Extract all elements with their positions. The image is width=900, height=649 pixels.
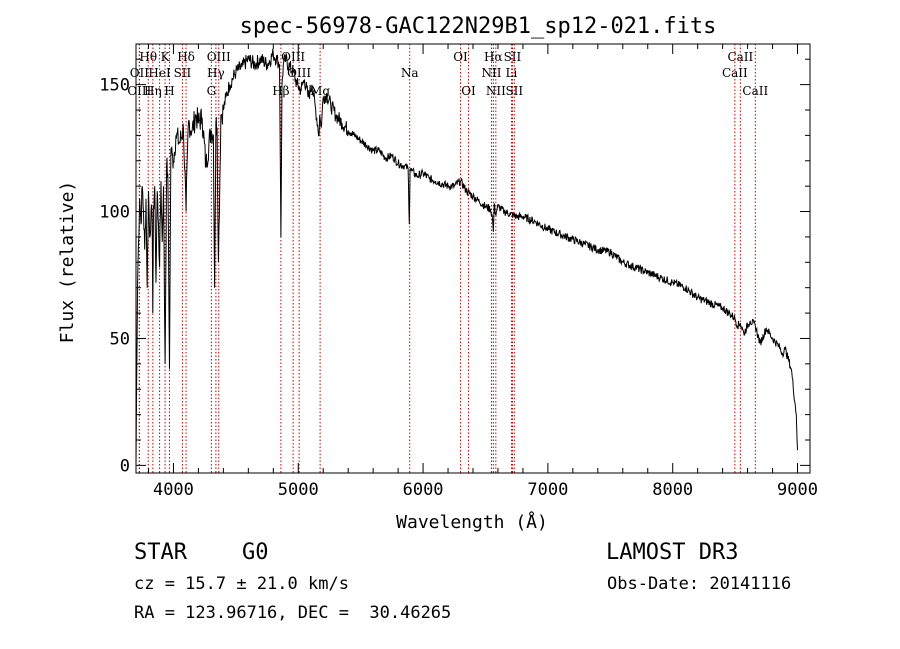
redshift-info: cz = 15.7 ± 21.0 km/s <box>134 574 349 594</box>
marker-label-14: Hβ <box>272 84 289 98</box>
y-axis-ticks: 0 50 100 150 <box>99 58 810 476</box>
marker-label-8: Hδ <box>177 50 195 64</box>
marker-label-19: Hα <box>484 50 503 64</box>
obs-date: Obs-Date: 20141116 <box>607 574 792 594</box>
x-tick-label-4: 8000 <box>652 480 693 500</box>
marker-label-11: G <box>207 84 217 98</box>
marker-label-0: Hθ <box>139 50 157 64</box>
line-markers-layer <box>138 44 756 473</box>
x-tick-label-1: 5000 <box>278 480 319 500</box>
marker-label-24: SII <box>505 84 523 98</box>
y-tick-label-2: 100 <box>99 203 130 223</box>
plot-frame <box>135 43 811 474</box>
marker-label-26: CaII <box>722 66 748 80</box>
chart-title: spec-56978-GAC122N29B1_sp12-021.fits <box>240 14 717 39</box>
marker-label-7: H <box>164 84 174 98</box>
marker-label-3: HeI <box>148 66 171 80</box>
marker-label-25: CaII <box>727 50 753 64</box>
x-axis-ticks: 4000 5000 6000 7000 8000 9000 <box>147 44 818 500</box>
x-axis-label: Wavelength (Å) <box>396 511 548 533</box>
marker-label-9: OIII <box>207 50 231 64</box>
marker-label-16: Na <box>401 66 419 80</box>
y-tick-label-1: 50 <box>110 329 130 349</box>
marker-label-15: Mg <box>310 84 330 98</box>
x-tick-label-5: 9000 <box>777 480 818 500</box>
marker-label-18: OI <box>461 84 476 98</box>
object-subclass: G0 <box>242 540 269 565</box>
marker-label-20: NII <box>481 66 501 80</box>
survey-name: LAMOST DR3 <box>606 540 739 565</box>
y-tick-label-3: 150 <box>99 76 130 96</box>
object-class: STAR <box>134 540 187 565</box>
marker-label-23: Li <box>506 66 518 80</box>
y-tick-label-0: 0 <box>120 456 130 476</box>
marker-label-10: Hγ <box>207 66 225 80</box>
marker-label-22: SII <box>504 50 522 64</box>
marker-label-6: SII <box>174 66 192 80</box>
marker-label-21: NII <box>486 84 506 98</box>
x-tick-label-3: 7000 <box>527 480 568 500</box>
marker-label-1: OII <box>130 66 150 80</box>
x-tick-label-0: 4000 <box>153 480 194 500</box>
marker-label-4: Hη <box>144 84 162 98</box>
y-axis-label: Flux (relative) <box>57 181 78 344</box>
spectrum-line <box>135 48 798 466</box>
marker-label-27: CaII <box>742 84 768 98</box>
marker-label-5: K <box>161 50 171 64</box>
x-tick-label-2: 6000 <box>403 480 444 500</box>
marker-label-17: OI <box>453 50 468 64</box>
coordinates: RA = 123.96716, DEC = 30.46265 <box>134 603 452 623</box>
marker-label-2: OIII <box>127 84 151 98</box>
